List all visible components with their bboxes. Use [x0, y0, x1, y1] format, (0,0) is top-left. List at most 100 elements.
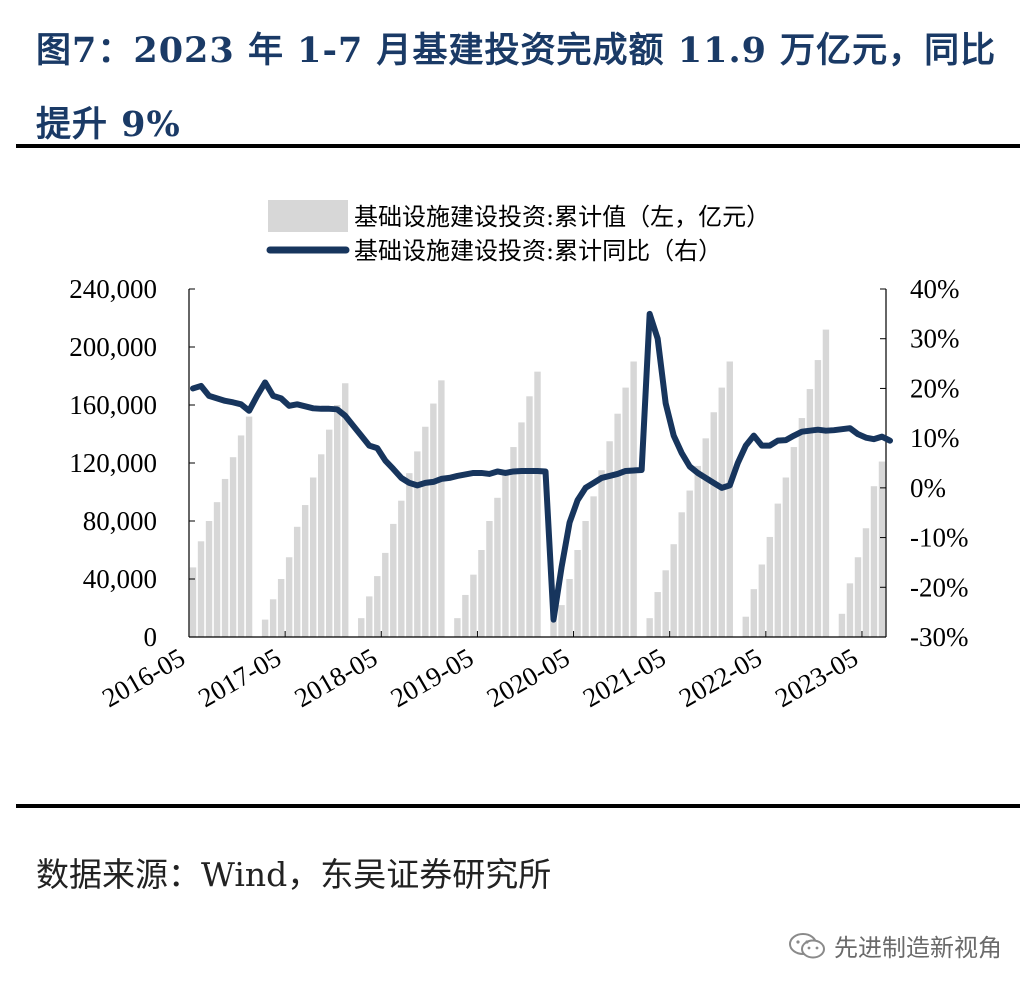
bar	[526, 396, 533, 637]
bar	[726, 361, 733, 637]
bar	[566, 579, 573, 637]
bar	[534, 371, 541, 637]
line-series	[190, 310, 894, 623]
bar	[293, 526, 301, 637]
bar	[502, 470, 509, 637]
y-left-tick-label: 80,000	[83, 506, 157, 536]
bar	[670, 544, 677, 637]
bar	[662, 570, 669, 637]
top-rule	[16, 144, 1020, 148]
bar	[710, 412, 717, 637]
bar	[574, 550, 581, 637]
x-tick-label: 2017-05	[193, 642, 286, 713]
bar	[846, 583, 854, 637]
bar	[494, 497, 501, 637]
bar	[606, 441, 613, 637]
bar	[822, 329, 830, 637]
bar	[261, 619, 269, 637]
bar	[694, 465, 701, 637]
bar	[317, 454, 325, 637]
bar	[630, 361, 637, 637]
x-tick-label: 2022-05	[674, 642, 767, 713]
bar	[518, 422, 525, 637]
bar	[374, 576, 381, 637]
x-tick-label: 2020-05	[482, 642, 575, 713]
bar	[550, 621, 557, 637]
bar	[438, 380, 445, 637]
bar	[269, 599, 277, 637]
wechat-icon	[789, 932, 825, 958]
bar	[454, 618, 461, 637]
bar	[862, 528, 870, 637]
bar	[758, 564, 766, 637]
x-tick-label: 2019-05	[385, 642, 478, 713]
bar	[189, 567, 197, 637]
legend-label-line: 基础设施建设投资:累计同比（右）	[354, 237, 722, 265]
bar	[614, 413, 621, 637]
line-path	[190, 310, 894, 623]
bar	[221, 478, 229, 637]
chart-axes	[188, 288, 887, 638]
bar	[406, 473, 413, 637]
y-left-tick-label: 160,000	[69, 390, 157, 420]
y-left-tick-label: 40,000	[83, 564, 157, 594]
chart: 基础设施建设投资:累计值（左，亿元） 基础设施建设投资:累计同比（右） 0 40,0…	[69, 200, 968, 713]
bar	[229, 457, 237, 637]
y-right-tick-label: 20%	[910, 373, 960, 403]
x-tick-label: 2016-05	[97, 642, 190, 713]
y-left-tick-label: 240,000	[69, 274, 157, 304]
bar	[622, 387, 629, 637]
bar	[382, 552, 389, 637]
y-right-tick-label: 0%	[910, 473, 946, 503]
bar-series	[189, 329, 886, 637]
bar	[213, 502, 221, 637]
watermark-text: 先进制造新视角	[834, 934, 1002, 962]
y-right-tick-label: 40%	[910, 274, 960, 304]
bar	[197, 541, 205, 637]
x-tick-label: 2018-05	[289, 642, 382, 713]
bar	[510, 447, 517, 637]
bar	[870, 486, 878, 637]
chart-legend: 基础设施建设投资:累计值（左，亿元） 基础设施建设投资:累计同比（右）	[266, 200, 770, 265]
watermark: 先进制造新视角	[788, 928, 1002, 963]
bar	[590, 496, 597, 637]
bar	[462, 594, 469, 637]
bar	[678, 512, 685, 637]
bar	[654, 592, 661, 637]
source-note: 数据来源：Wind，东吴证券研究所	[36, 855, 552, 894]
y-right-tick-label: -20%	[910, 572, 968, 602]
bar	[309, 477, 317, 637]
bar	[750, 589, 758, 637]
bar	[742, 616, 749, 637]
bar	[398, 500, 405, 637]
bar	[878, 461, 886, 637]
bar	[285, 557, 293, 637]
bar	[470, 574, 477, 637]
bar	[790, 447, 798, 637]
x-tick-label: 2023-05	[770, 642, 863, 713]
bar	[326, 429, 333, 637]
y-right-tick-label: 30%	[910, 324, 960, 354]
y-left-tick-label: 0	[144, 622, 158, 652]
bar	[854, 557, 862, 637]
bar	[334, 405, 341, 637]
bar	[582, 521, 589, 637]
bar	[838, 613, 846, 637]
bar	[366, 596, 373, 637]
bar	[390, 523, 397, 637]
bar	[782, 477, 790, 637]
legend-label-bar: 基础设施建设投资:累计值（左，亿元）	[354, 203, 770, 231]
bar	[422, 426, 429, 637]
bar	[798, 418, 806, 637]
figure-title: 图7：2023 年 1-7 月基建投资完成额 11.9 万亿元，同比提升 9%	[36, 30, 997, 145]
y-right-tick-label: 10%	[910, 423, 960, 453]
bar	[342, 383, 349, 637]
y-left-tick-label: 120,000	[69, 448, 157, 478]
bar	[718, 387, 725, 637]
x-tick-label: 2021-05	[578, 642, 671, 713]
y-left-tick-label: 200,000	[69, 332, 157, 362]
bar	[806, 389, 814, 637]
bar	[414, 451, 421, 637]
bar	[598, 470, 605, 637]
bar	[205, 521, 213, 637]
